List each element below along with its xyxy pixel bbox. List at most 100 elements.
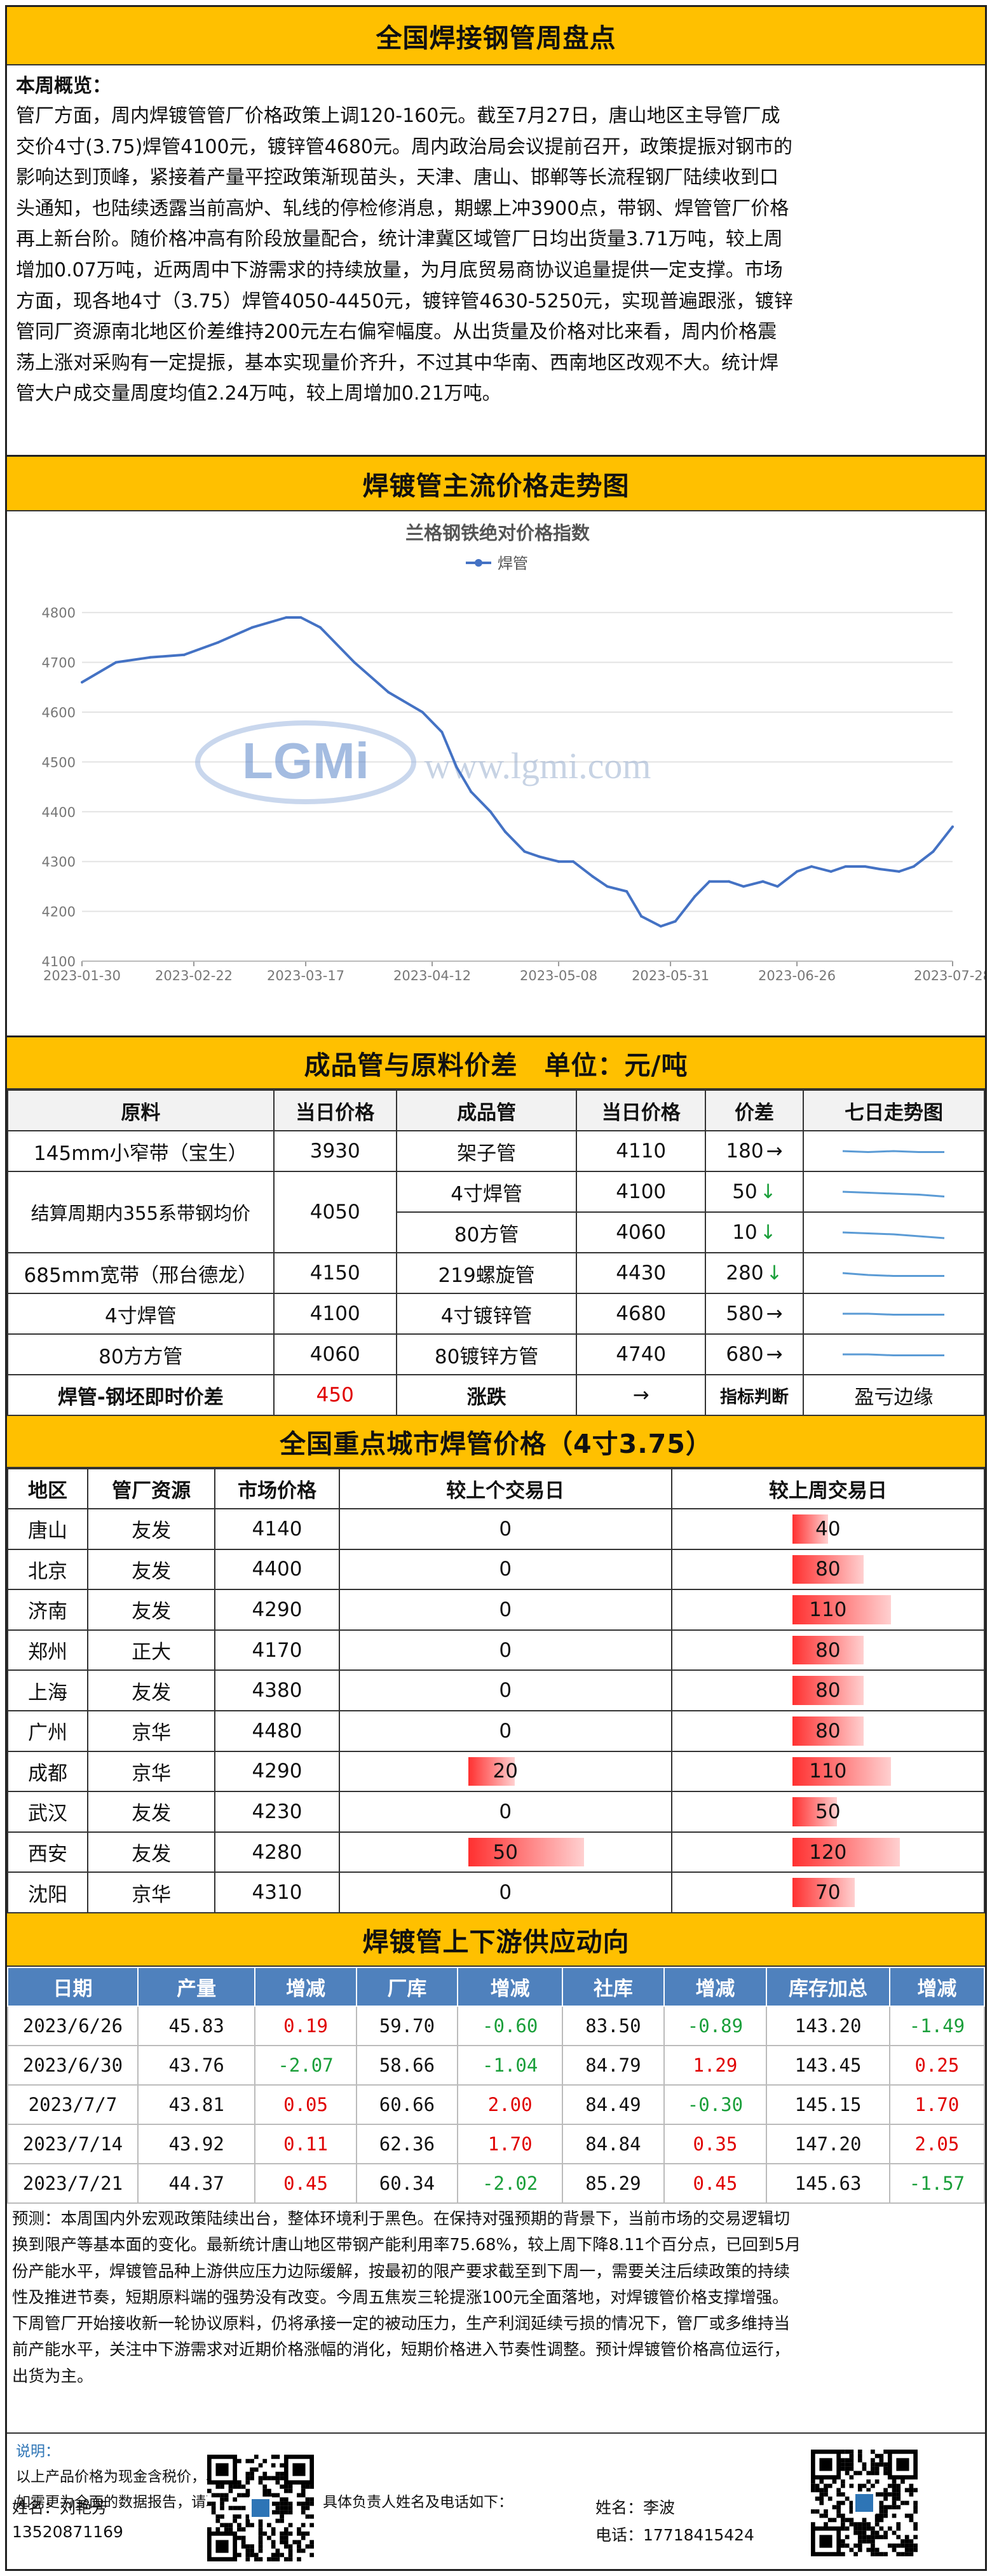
supply-title: 焊镀管上下游供应动向 bbox=[7, 1913, 985, 1967]
summary-line: 交价4寸(3.75)焊管4100元，镀锌管4680元。周内政治局会议提前召开，政… bbox=[16, 135, 792, 158]
product-price: 4740 bbox=[576, 1333, 707, 1375]
cities-title: 全国重点城市焊管价格（4寸3.75） bbox=[7, 1416, 985, 1468]
spread-number: 10 bbox=[732, 1221, 758, 1244]
series-point bbox=[912, 865, 915, 868]
supply-header: 厂库 bbox=[355, 1966, 459, 2007]
change-bar bbox=[792, 1595, 891, 1624]
raw-material: 685mm宽带（邢台德龙） bbox=[7, 1252, 275, 1294]
x-tick-label: 2023-07-28 bbox=[914, 968, 987, 983]
legend-label: 焊管 bbox=[498, 555, 528, 572]
output-change: -2.07 bbox=[254, 2044, 357, 2086]
change-vs-prev-week: 110 bbox=[670, 1589, 985, 1631]
forecast-line: 性及推进节奏，短期原料端的强势没有改变。今周五焦炭三轮提涨100元全面落地，对焊… bbox=[12, 2288, 789, 2307]
change-vs-prev-day: 0 bbox=[338, 1629, 672, 1671]
y-tick-label: 4700 bbox=[42, 656, 76, 671]
mill-source: 友发 bbox=[87, 1508, 216, 1550]
city-name: 郑州 bbox=[7, 1629, 89, 1671]
notes-label: 说明： bbox=[16, 2443, 60, 2460]
total-stock: 143.45 bbox=[766, 2044, 890, 2086]
summary-line: 管同厂资源南北地区价差维持200元左右偏窄幅度。从出货量及价格对比来看，周内价格… bbox=[16, 321, 777, 344]
market-price: 4170 bbox=[214, 1629, 340, 1671]
change-value: 50 bbox=[493, 1840, 518, 1864]
city-name: 上海 bbox=[7, 1669, 89, 1711]
supply-row: 2023/6/26 45.83 0.19 59.70 -0.60 83.50 -0.89 14… bbox=[7, 2005, 985, 2046]
market-price: 4400 bbox=[214, 1548, 340, 1591]
change-vs-prev-week: 80 bbox=[670, 1548, 985, 1591]
change-value: 0 bbox=[499, 1881, 512, 1905]
change-vs-prev-day: 50 bbox=[338, 1831, 672, 1873]
product-name: 219螺旋管 bbox=[395, 1252, 578, 1294]
series-point bbox=[776, 885, 779, 888]
series-point bbox=[538, 855, 541, 858]
forecast-line: 预测：本周国内外宏观政策陆续出台，整体环境利于黑色。在保持对强预期的背景下，当前… bbox=[12, 2209, 791, 2229]
arrow-right-icon: → bbox=[766, 1302, 783, 1325]
contact-2-phone[interactable]: 电话：17718415424 bbox=[595, 2526, 754, 2544]
city-row: 上海 友发 4380 0 80 bbox=[7, 1669, 985, 1711]
change-bar bbox=[792, 1554, 864, 1584]
chart-title: 兰格钢铁绝对价格指数 bbox=[405, 522, 590, 544]
change-value: 20 bbox=[493, 1760, 518, 1783]
svg-text:LGMi: LGMi bbox=[242, 732, 369, 789]
spread-row: 4寸焊管 4100 4寸镀锌管 4680 580 → bbox=[7, 1293, 985, 1335]
billet-spread-value: 450 bbox=[273, 1374, 397, 1416]
change-bar bbox=[792, 1635, 864, 1665]
change-value: 110 bbox=[809, 1760, 847, 1783]
series-point bbox=[489, 810, 492, 813]
spread-row: 结算周期内355系带钢均价 4050 4寸焊管 4100 50 ↓ bbox=[7, 1171, 985, 1253]
total-stock-change: 2.05 bbox=[888, 2123, 985, 2164]
city-name: 武汉 bbox=[7, 1791, 89, 1833]
raw-material: 145mm小窄带（宝生） bbox=[7, 1130, 275, 1172]
series-point bbox=[353, 661, 356, 664]
change-vs-prev-week: 40 bbox=[670, 1508, 985, 1550]
forecast-line: 份产能水平，焊镀管品种上游供应压力边际缓解，按最初的限产要求截至到下周一，需要关… bbox=[12, 2262, 791, 2281]
city-header: 较上个交易日 bbox=[338, 1468, 672, 1509]
series-point bbox=[878, 867, 881, 870]
market-price: 4480 bbox=[214, 1709, 340, 1752]
x-tick-label: 2023-05-31 bbox=[632, 968, 709, 983]
date: 2023/7/14 bbox=[7, 2123, 139, 2164]
change-value: 0 bbox=[499, 1719, 512, 1743]
report-sheet: 全国焊接钢管周盘点 本周概览： 管厂方面，周内焊镀管管厂价格政策上调120-16… bbox=[5, 5, 987, 2571]
seven-day-sparkline bbox=[802, 1293, 985, 1335]
total-stock: 145.63 bbox=[766, 2162, 890, 2204]
change-value: 0 bbox=[499, 1558, 512, 1581]
change-bar bbox=[468, 1837, 584, 1867]
y-tick-label: 4800 bbox=[42, 605, 76, 621]
series-point bbox=[693, 895, 696, 898]
raw-price: 4100 bbox=[273, 1293, 397, 1335]
city-row: 西安 友发 4280 50 120 bbox=[7, 1831, 985, 1873]
x-tick-label: 2023-04-12 bbox=[393, 968, 471, 983]
summary-body: 管厂方面，周内焊镀管管厂价格政策上调120-160元。截至7月27日，唐山地区主… bbox=[16, 101, 976, 410]
change-vs-prev-day: 20 bbox=[338, 1750, 672, 1793]
product-name: 80镀锌方管 bbox=[395, 1333, 578, 1375]
market-price: 4380 bbox=[214, 1669, 340, 1711]
arrow-down-icon: ↓ bbox=[766, 1262, 783, 1285]
contact-1-phone[interactable]: 13520871169 bbox=[12, 2523, 123, 2541]
date: 2023/7/7 bbox=[7, 2084, 139, 2125]
mill-stock-change: 1.70 bbox=[457, 2123, 564, 2164]
mill-source: 京华 bbox=[87, 1871, 216, 1913]
social-stock-change: 0.45 bbox=[663, 2162, 768, 2204]
change-vs-prev-week: 120 bbox=[670, 1831, 985, 1873]
city-name: 沈阳 bbox=[7, 1871, 89, 1913]
product-price: 4110 bbox=[576, 1130, 707, 1172]
output-change: 0.11 bbox=[254, 2123, 357, 2164]
city-header: 市场价格 bbox=[214, 1468, 340, 1509]
output: 44.37 bbox=[137, 2162, 256, 2204]
social-stock: 85.29 bbox=[562, 2162, 665, 2204]
series-point bbox=[557, 860, 561, 863]
city-name: 广州 bbox=[7, 1709, 89, 1752]
total-stock-change: 1.70 bbox=[888, 2084, 985, 2125]
forecast-line: 出货为主。 bbox=[12, 2366, 93, 2386]
change-value: 70 bbox=[815, 1881, 841, 1905]
city-row: 唐山 友发 4140 0 40 bbox=[7, 1508, 985, 1550]
series-point bbox=[844, 865, 847, 868]
change-value: 80 bbox=[815, 1719, 841, 1743]
change-value: 0 bbox=[499, 1598, 512, 1621]
social-stock: 83.50 bbox=[562, 2005, 665, 2046]
series-point bbox=[659, 925, 662, 928]
series-point bbox=[319, 626, 322, 629]
social-stock-change: -0.89 bbox=[663, 2005, 768, 2046]
x-tick-label: 2023-06-26 bbox=[758, 968, 836, 983]
date: 2023/7/21 bbox=[7, 2162, 139, 2204]
